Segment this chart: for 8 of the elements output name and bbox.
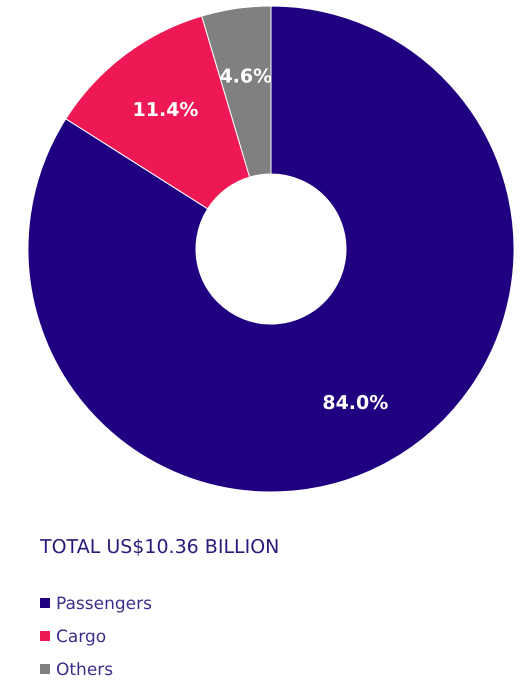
legend-label: Others [56,660,114,680]
legend-label: Passengers [56,594,152,614]
donut-slice [28,6,514,492]
data-label: 84.0% [322,392,388,414]
text: TOTAL US$10.36 BILLION [39,536,280,558]
data-label: 4.6% [219,65,272,88]
legend-label: Cargo [56,626,106,647]
data-label: 11.4% [132,99,198,122]
